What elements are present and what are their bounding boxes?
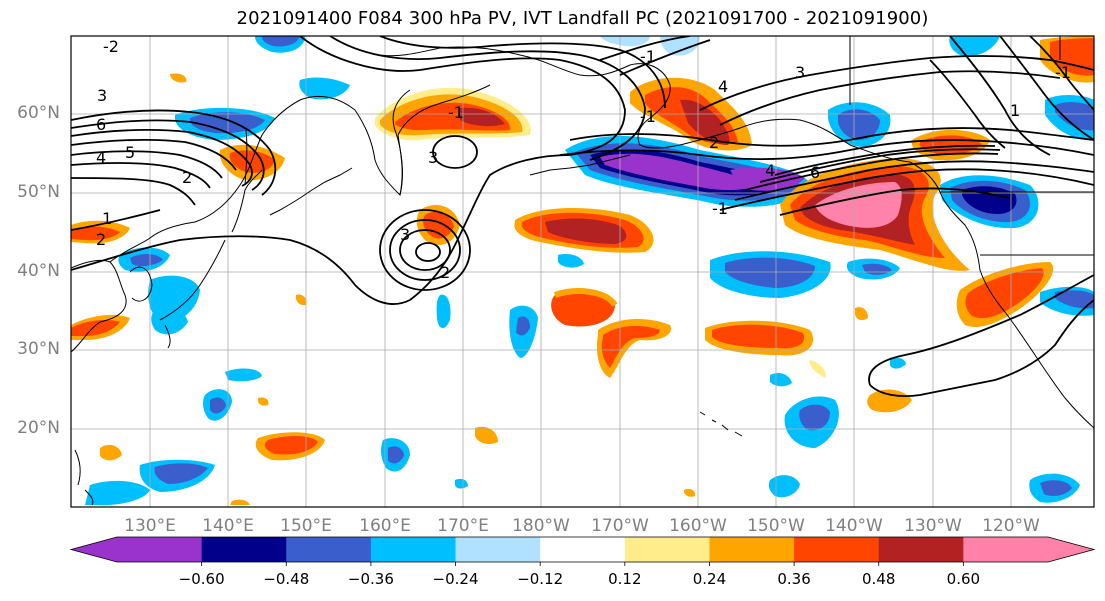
lon-label: 150°W [747,516,805,536]
contour-label: 3 [795,63,805,82]
colorbar-tick-label: −0.24 [432,570,479,588]
lon-label: 160°E [359,516,411,536]
contour-label: 4 [96,148,106,167]
map-title: 2021091400 F084 300 hPa PV, IVT Landfall… [236,8,929,29]
lon-label: 160°W [669,516,727,536]
colorbar-segment [455,537,541,562]
contour-label: 3 [428,148,438,167]
colorbar-tick-label: 0.48 [862,570,896,588]
contour-label: -1 [640,47,656,66]
lon-label: 140°E [202,516,254,536]
coastlines [71,36,1094,506]
map-frame [70,35,1095,508]
contour-label: 3 [400,225,410,244]
contour-label: -1 [712,199,728,218]
contour-label: -1 [1055,63,1071,82]
contour-label: 1 [1010,101,1020,120]
lat-label: 30°N [17,339,60,359]
lon-label: 170°E [437,516,489,536]
contour-label: 3 [97,86,107,105]
contour-label: -1 [448,103,464,122]
contour-label: 2 [182,168,192,187]
contour-label: 5 [125,143,135,162]
lat-label: 40°N [17,261,60,281]
colorbar-tick-label: −0.60 [178,570,225,588]
colorbar-tick-label: 0.24 [692,570,727,588]
contour-label-group: -2 3 6 4 5 2 1 2 -1 3 2 3 4 3 1 -1 -1 4 … [96,37,1071,282]
colorbar-segment [624,537,710,562]
contour-label: 2 [440,263,450,282]
contour-label: -1 [640,107,656,126]
colorbar-tick-label: 0.36 [777,570,811,588]
colorbar-segment [794,537,880,562]
lon-label: 120°W [982,516,1040,536]
lat-label: 60°N [17,103,60,123]
lat-label: 50°N [17,182,60,202]
colorbar-segment [709,537,795,562]
colorbar-segment [963,537,1049,562]
colorbar-segment [201,537,287,562]
colorbar-tick-label: −0.48 [263,570,310,588]
colorbar-tick-label: −0.12 [517,570,564,588]
contour-label: 2 [709,133,719,152]
colorbar-extend-right [1048,537,1094,562]
lon-label: 140°W [825,516,883,536]
colorbar-extend-left [71,537,117,562]
colorbar-outline [69,536,1096,563]
graticule [71,36,1094,507]
lon-label: 170°W [591,516,649,536]
colorbar-tick-label: 0.60 [946,570,981,588]
colorbar-segment [540,537,626,562]
contour-label: 6 [96,115,106,134]
contour-label: -2 [103,37,119,56]
lon-label: 180°W [512,516,570,536]
colorbar-segment [370,537,457,562]
colorbar-tick-label: 0.12 [608,570,642,588]
colorbar-segment [286,537,372,562]
ivt-contours [71,36,1094,398]
colorbar-segment [117,537,203,562]
colorbar-tick-label: −0.36 [347,570,394,588]
contour-label: 6 [810,163,820,182]
contour-label: 4 [718,77,728,96]
lon-label: 130°W [904,516,962,536]
colorbar-segment [878,537,964,562]
lon-label: 130°E [124,516,176,536]
lat-label: 20°N [17,418,60,438]
lon-label: 150°E [280,516,332,536]
contour-label: 2 [96,230,106,249]
colorbar [69,536,1096,566]
contour-label: 4 [765,161,775,180]
contour-label: 1 [102,209,112,228]
